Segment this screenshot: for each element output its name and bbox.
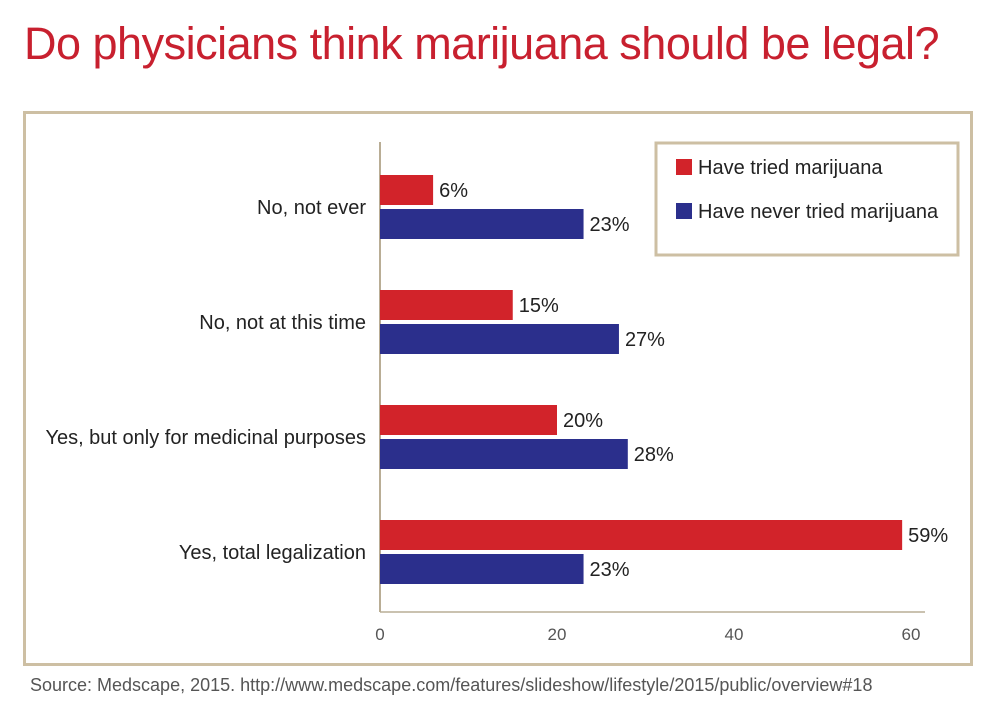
x-tick-label: 40 — [725, 625, 744, 644]
bar-tried — [380, 290, 513, 320]
bar-never-tried — [380, 209, 584, 239]
bar-never-tried — [380, 554, 584, 584]
x-tick-label: 20 — [548, 625, 567, 644]
bar-tried — [380, 175, 434, 205]
bar-tried — [380, 520, 903, 550]
data-label: 27% — [625, 329, 665, 351]
legend: Have tried marijuana Have never tried mar… — [654, 141, 960, 257]
category-label: Yes, but only for medicinal purposes — [45, 427, 366, 449]
data-label: 20% — [563, 410, 603, 432]
data-label: 23% — [590, 559, 630, 581]
chart-title: Do physicians think marijuana should be … — [24, 18, 940, 69]
data-label: 15% — [519, 295, 559, 317]
x-ticks-group: 0 20 40 60 — [375, 625, 920, 644]
x-tick-label: 0 — [375, 625, 384, 644]
data-label: 6% — [439, 180, 468, 202]
bar-tried — [380, 405, 557, 435]
legend-swatch-never-tried — [676, 203, 692, 219]
legend-label: Have tried marijuana — [698, 157, 883, 179]
bar-never-tried — [380, 439, 628, 469]
data-label: 23% — [590, 214, 630, 236]
category-label: No, not at this time — [199, 312, 366, 334]
bars-group: No, not ever 6% 23% No, not at this time 15%… — [45, 175, 948, 584]
legend-box — [654, 141, 960, 257]
category-label: Yes, total legalization — [179, 542, 366, 564]
source-note: Source: Medscape, 2015. http://www.medsc… — [30, 675, 873, 695]
bar-never-tried — [380, 324, 619, 354]
category-label: No, not ever — [257, 197, 366, 219]
legend-swatch-tried — [676, 159, 692, 175]
legend-label: Have never tried marijuana — [698, 201, 939, 223]
data-label: 28% — [634, 444, 674, 466]
x-tick-label: 60 — [902, 625, 921, 644]
data-label: 59% — [908, 525, 948, 547]
